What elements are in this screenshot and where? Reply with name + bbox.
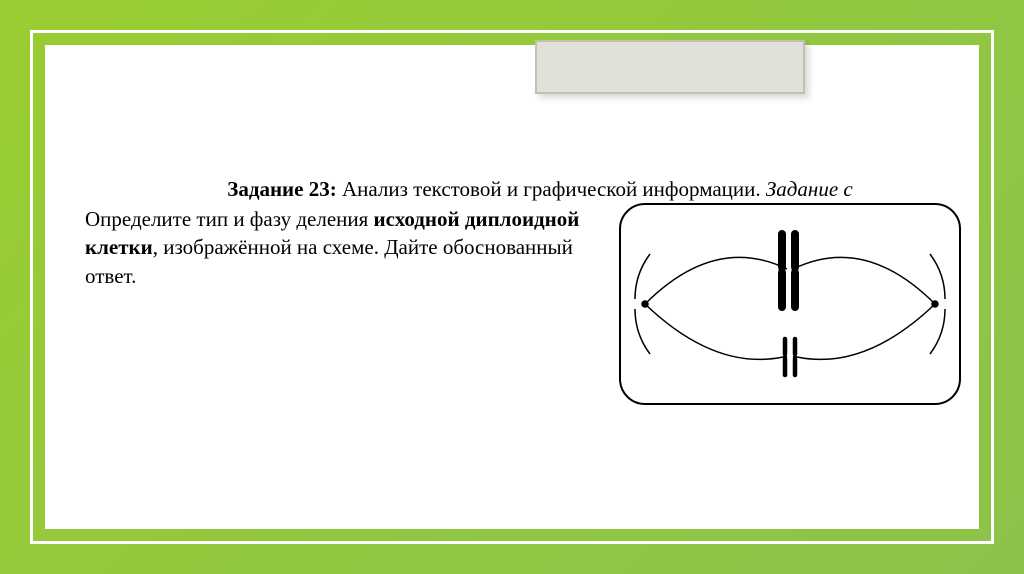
top-decoration-box bbox=[535, 40, 805, 94]
task-body: Определите тип и фазу деления исходной д… bbox=[85, 205, 605, 290]
cell-svg bbox=[615, 199, 965, 409]
task-header-suffix: Задание с bbox=[766, 177, 853, 201]
cell-membrane bbox=[620, 204, 960, 404]
slide-content: Задание 23: Анализ текстовой и графическ… bbox=[45, 45, 979, 529]
task-title: Анализ текстовой и графической информаци… bbox=[337, 177, 766, 201]
cell-division-diagram bbox=[615, 199, 965, 409]
task-body-part2: , изображённой на схеме. Дайте обоснован… bbox=[85, 235, 573, 287]
task-number: Задание 23: bbox=[227, 177, 336, 201]
task-body-part1: Определите тип и фазу деления bbox=[85, 207, 374, 231]
